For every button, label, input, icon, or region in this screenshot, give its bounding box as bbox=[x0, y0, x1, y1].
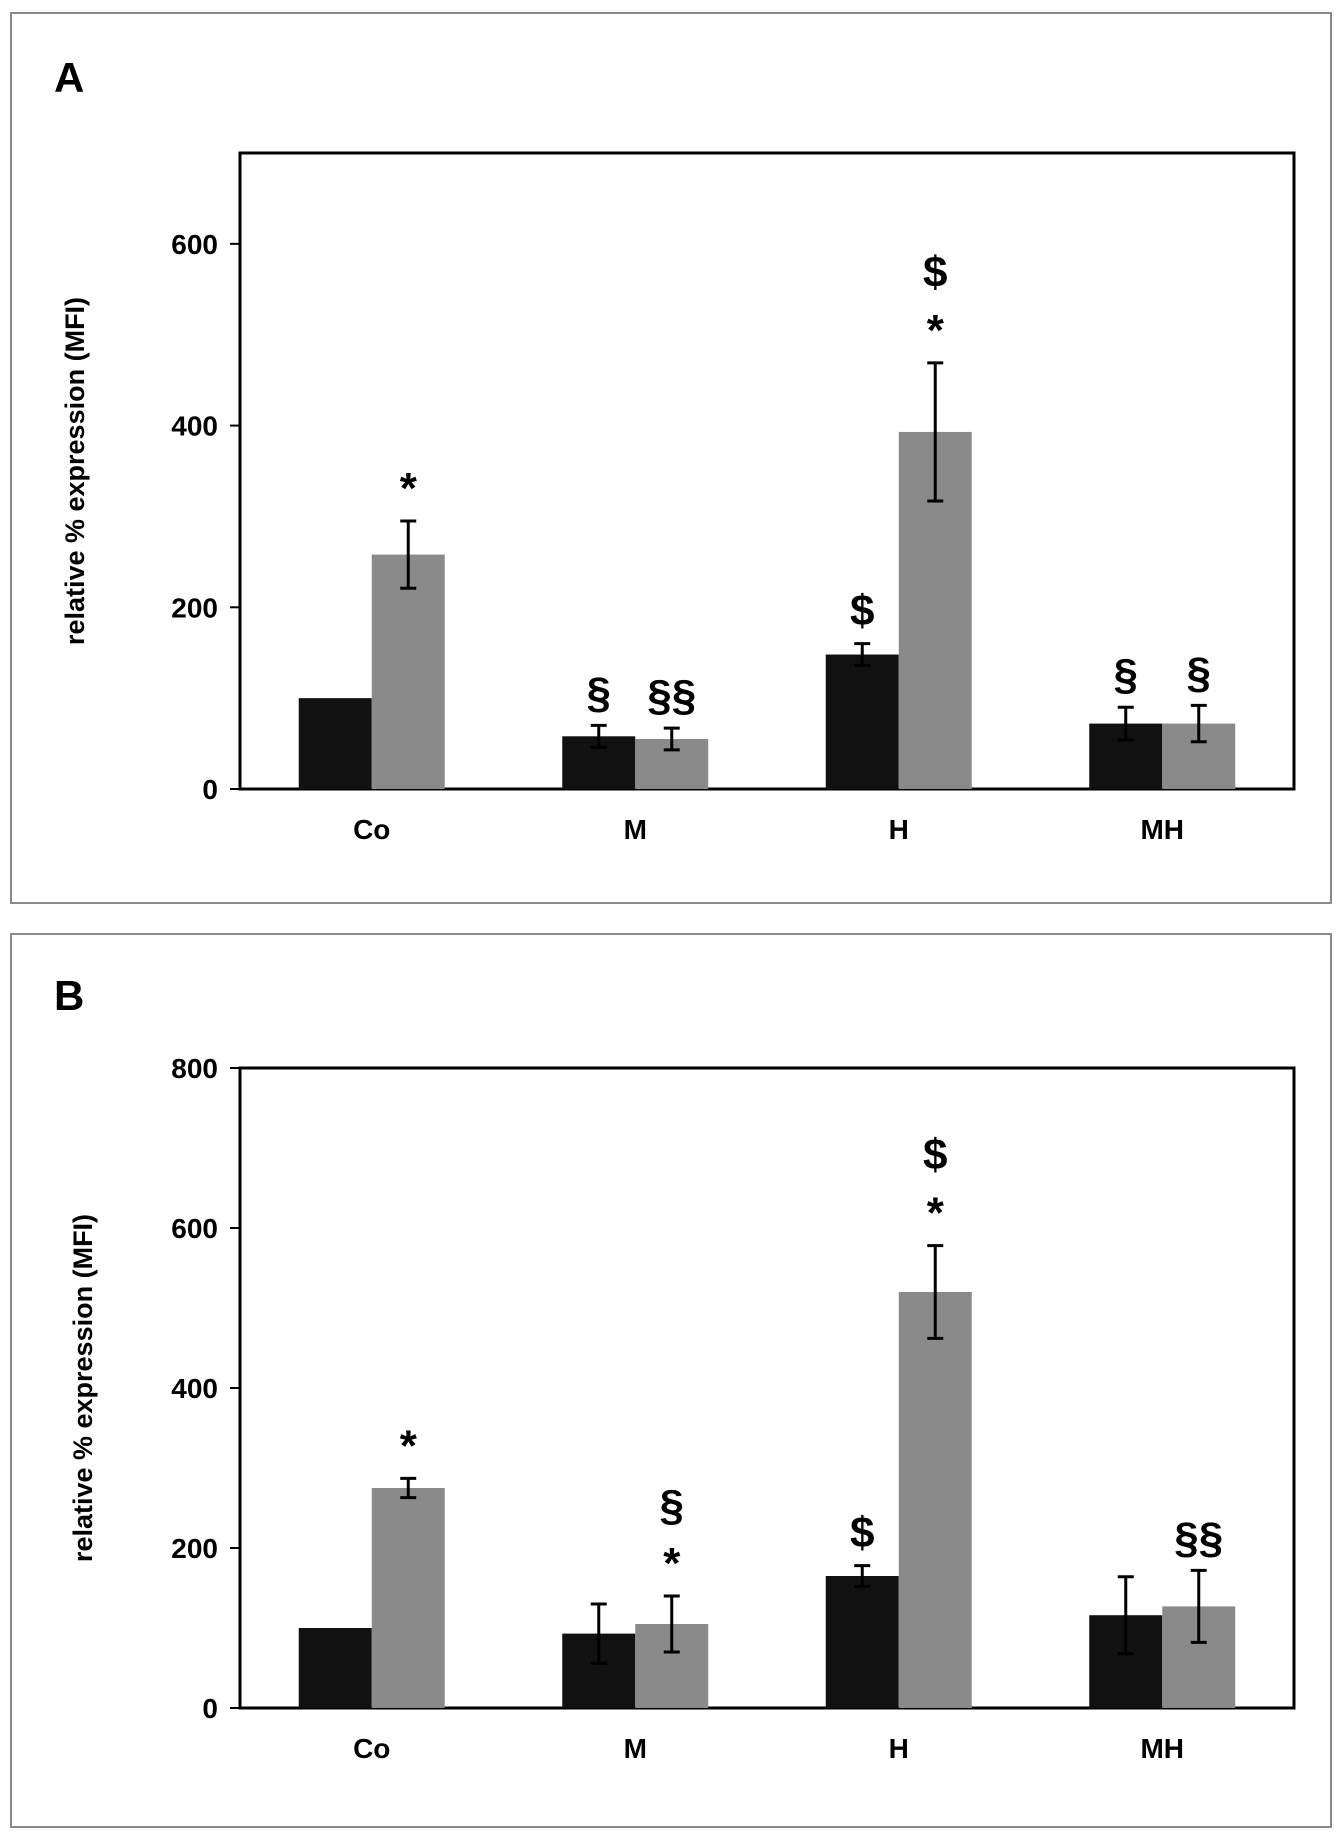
significance-marker: § bbox=[1114, 650, 1138, 699]
x-category-label: M bbox=[624, 814, 647, 845]
x-category-label: MH bbox=[1140, 814, 1184, 845]
bar-h-series-2 bbox=[898, 1292, 972, 1708]
y-tick-label: 0 bbox=[202, 774, 218, 805]
significance-marker: § bbox=[587, 668, 611, 717]
bar-co-series-2 bbox=[371, 554, 445, 789]
y-tick-label: 400 bbox=[171, 1373, 218, 1404]
y-tick-label: 0 bbox=[202, 1693, 218, 1724]
x-category-label: H bbox=[889, 1733, 909, 1764]
bar-co-series-1 bbox=[298, 1628, 372, 1708]
bar-co-series-2 bbox=[371, 1488, 445, 1708]
y-tick-label: 400 bbox=[171, 411, 218, 442]
significance-marker: $ bbox=[850, 587, 874, 636]
significance-marker: * bbox=[663, 1539, 681, 1588]
y-axis-label: relative % expression (MFI) bbox=[68, 1214, 98, 1562]
significance-marker: * bbox=[400, 1421, 418, 1470]
y-tick-label: 600 bbox=[171, 229, 218, 260]
panel-letter-a: A bbox=[54, 54, 84, 101]
chart-b: B 0 200 400 600 800 relative % expression (MF… bbox=[54, 972, 1296, 1764]
y-tick-label: 800 bbox=[171, 1053, 218, 1084]
significance-marker: § bbox=[1187, 648, 1211, 697]
x-category-label: Co bbox=[353, 1733, 390, 1764]
significance-marker: $ bbox=[923, 248, 947, 297]
x-category-label: MH bbox=[1140, 1733, 1184, 1764]
significance-marker: * bbox=[927, 306, 945, 355]
panel-letter-b: B bbox=[54, 972, 84, 1019]
bar-h-series-1 bbox=[825, 654, 899, 789]
bar-h-series-1 bbox=[825, 1576, 899, 1708]
y-tick-label: 200 bbox=[171, 592, 218, 623]
significance-marker: §§ bbox=[1174, 1513, 1223, 1562]
significance-marker: §§ bbox=[647, 671, 696, 720]
y-tick-label: 200 bbox=[171, 1533, 218, 1564]
x-category-label: H bbox=[889, 814, 909, 845]
panel-a: A 0 200 400 600 relative % expression (MFI) *… bbox=[10, 12, 1332, 904]
y-axis-label: relative % expression (MFI) bbox=[60, 297, 90, 645]
chart-a: A 0 200 400 600 relative % expression (MFI) *… bbox=[54, 54, 1296, 845]
bar-co-series-1 bbox=[298, 698, 372, 789]
significance-marker: * bbox=[927, 1189, 945, 1238]
plot-area bbox=[238, 151, 1296, 791]
panel-b: B 0 200 400 600 800 relative % expression (MF… bbox=[10, 933, 1332, 1828]
x-category-label: M bbox=[624, 1733, 647, 1764]
significance-marker: $ bbox=[923, 1131, 947, 1180]
x-category-label: Co bbox=[353, 814, 390, 845]
significance-marker: $ bbox=[850, 1509, 874, 1558]
y-tick-label: 600 bbox=[171, 1213, 218, 1244]
significance-marker: * bbox=[400, 464, 418, 513]
significance-marker: § bbox=[660, 1481, 684, 1530]
